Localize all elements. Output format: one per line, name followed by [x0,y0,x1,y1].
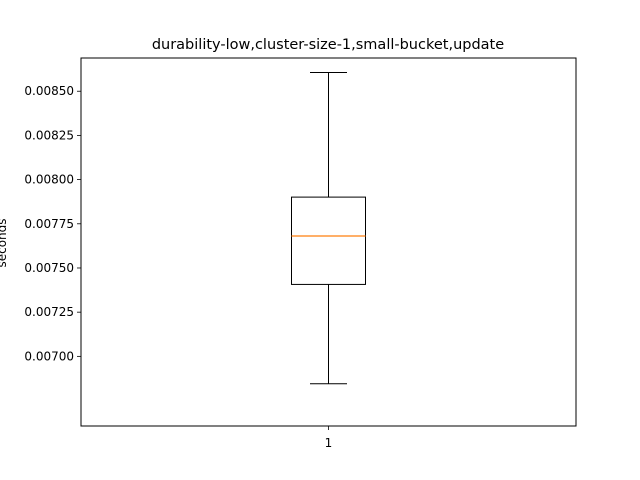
box-iqr [291,196,366,285]
x-tick-label: 1 [325,436,333,450]
y-tick-label: 0.00700 [24,349,74,363]
y-tick-label: 0.00825 [24,128,74,142]
axes-frame [80,57,577,427]
y-tick-label: 0.00850 [24,84,74,98]
y-tick-label: 0.00750 [24,261,74,275]
y-axis-label: seconds [0,218,9,267]
y-tick-label: 0.00775 [24,217,74,231]
plot-area: 0.00700 0.00725 0.00750 0.00775 0.00800 0.008… [24,57,577,450]
y-tick-label: 0.00800 [24,173,74,187]
y-tick-label: 0.00725 [24,305,74,319]
chart-title: durability-low,cluster-size-1,small-buck… [152,37,504,53]
